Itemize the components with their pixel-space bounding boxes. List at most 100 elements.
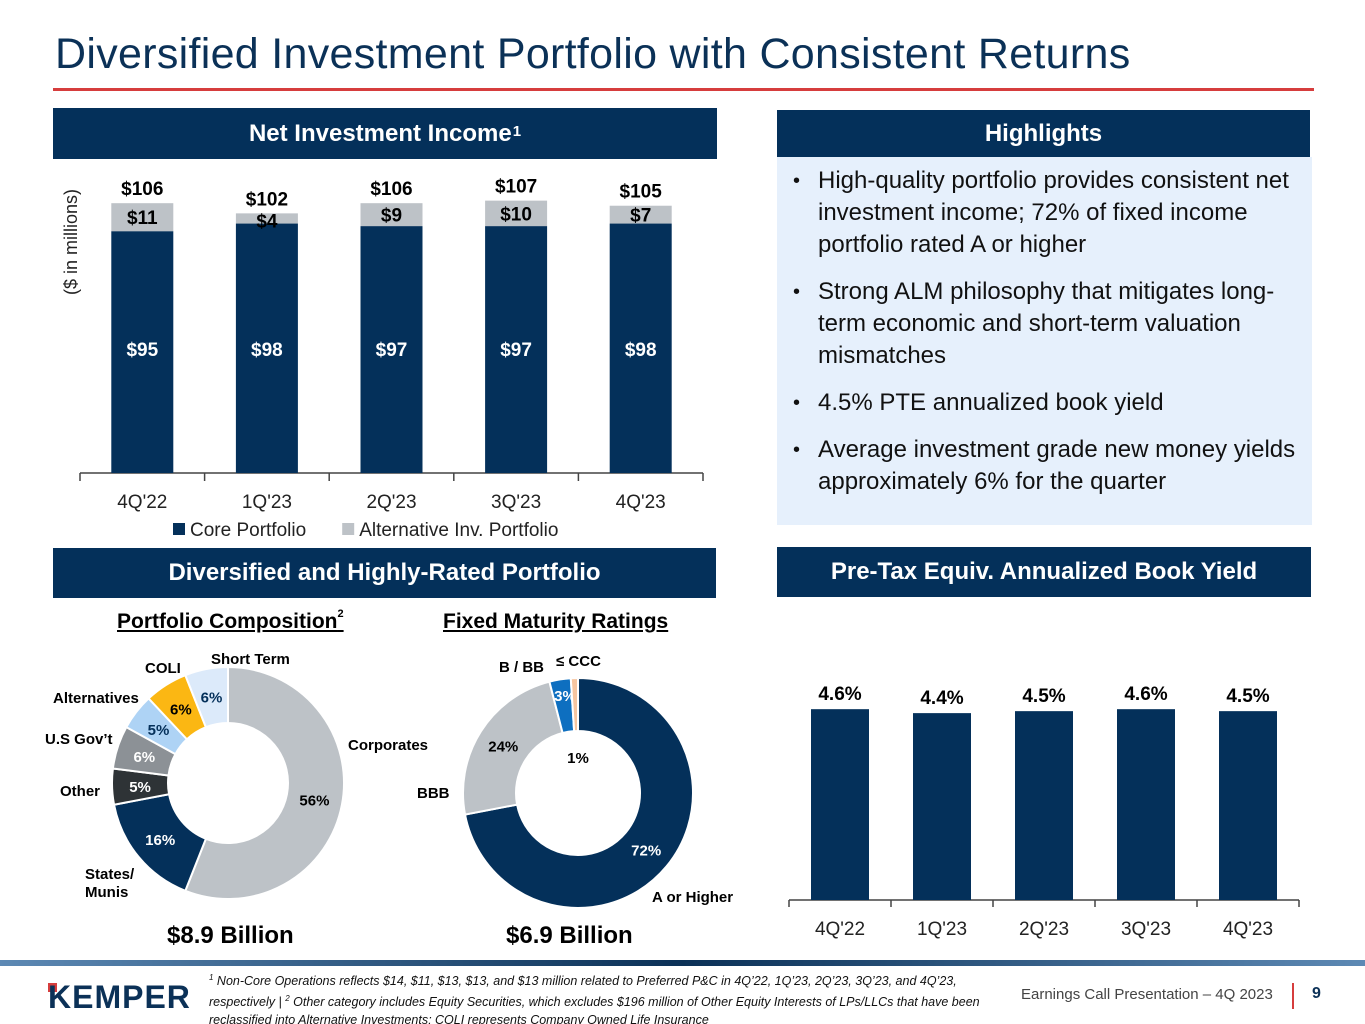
total-label: $102 <box>246 189 288 210</box>
footnote-ref: 1 <box>512 123 522 140</box>
data-label: $11 <box>127 208 158 229</box>
slice-value-label: 6% <box>170 702 192 719</box>
slice-value-label: 3% <box>554 688 576 705</box>
bar-alternative-portfolio <box>360 203 423 227</box>
highlight-text: Average investment grade new money yield… <box>818 436 1296 495</box>
data-label: $10 <box>500 204 532 225</box>
bar-core-portfolio <box>360 226 423 473</box>
slice-value-label: 5% <box>129 779 151 796</box>
slice-label-states-munis: States/ Munis <box>85 866 135 901</box>
bar-core-portfolio <box>609 223 672 473</box>
x-tick-label: 2Q'23 <box>1019 919 1069 940</box>
ratings-total: $6.9 Billion <box>506 922 633 949</box>
total-label: $106 <box>121 179 163 200</box>
highlights-header-text: Highlights <box>984 119 1103 147</box>
presentation-name: Earnings Call Presentation – 4Q 2023 <box>1021 986 1273 1003</box>
bar-alternative-portfolio <box>485 200 548 227</box>
y-axis-label: ($ in millions) <box>61 189 81 295</box>
legend-label: Core Portfolio <box>190 520 306 541</box>
donut-slice-short-term <box>183 665 229 729</box>
footnote-ref: 2 <box>337 608 344 620</box>
total-label: $105 <box>620 182 663 203</box>
total-label: $106 <box>370 179 412 200</box>
slice-label-bbb: BBB <box>417 785 450 802</box>
yield-value-label: 4.5% <box>1226 686 1269 707</box>
title-divider <box>53 88 1314 91</box>
footnote-2-marker: 2 <box>285 994 290 1004</box>
donut-slice-bbb <box>462 680 564 816</box>
yield-bar <box>1015 711 1073 900</box>
slice-label-corporates: Corporates <box>348 737 429 754</box>
slice-label-alternatives: Alternatives <box>53 690 139 707</box>
slice-value-label: 6% <box>201 690 223 707</box>
highlight-text: High-quality portfolio provides consiste… <box>818 167 1289 258</box>
yield-bar <box>811 709 869 900</box>
bar-core-portfolio <box>111 231 174 473</box>
composition-total: $8.9 Billion <box>167 922 294 949</box>
bar-core-portfolio <box>235 223 298 473</box>
highlight-text: Strong ALM philosophy that mitigates lon… <box>818 278 1275 369</box>
yield-value-label: 4.6% <box>1124 684 1167 705</box>
slice-value-label: 24% <box>488 739 518 756</box>
slice-value-label: 5% <box>148 722 170 739</box>
x-tick-label: 3Q'23 <box>491 492 541 513</box>
slice-label-coli: COLI <box>145 660 181 677</box>
composition-donut-chart: 56%16%5%6%5%6%6% <box>111 665 345 900</box>
yield-bar <box>1219 711 1277 900</box>
bar-core-portfolio <box>485 226 548 473</box>
yield-value-label: 4.5% <box>1022 686 1065 707</box>
yield-bar <box>913 713 971 900</box>
highlights-section-header: Highlights <box>777 110 1310 157</box>
yield-section-header: Pre-Tax Equiv. Annualized Book Yield <box>777 547 1311 597</box>
yield-value-label: 4.6% <box>818 684 861 705</box>
composition-title-text: Portfolio Composition <box>117 610 338 633</box>
slice-label-us-govt: U.S Gov’t <box>45 731 113 748</box>
nii-header-text: Net Investment Income <box>248 119 512 147</box>
footnote-1-marker: 1 <box>209 973 214 982</box>
logo-accent-icon <box>48 983 57 992</box>
footnote-1: Non-Core Operations reflects $14, $11, $… <box>209 974 957 1010</box>
slice-value-label: 1% <box>567 750 589 767</box>
book-yield-bar-chart: 4.6% 4Q'22 4.4% 1Q'23 4.5% 2Q'23 4.6% 3Q'23 4.5%… <box>788 684 1300 940</box>
nii-stacked-bar-chart: ($ in millions) $95 $11 $106 4Q'22 $98 $4$102 1… <box>61 177 704 541</box>
x-tick-label: 2Q'23 <box>366 492 416 513</box>
portfolio-section-header: Diversified and Highly-Rated Portfolio <box>53 548 716 598</box>
page-number: 9 <box>1312 985 1321 1002</box>
donut-slice-ccc <box>569 677 579 733</box>
x-tick-label: 3Q'23 <box>1121 919 1171 940</box>
bar-alternative-portfolio <box>235 213 298 224</box>
x-tick-label: 4Q'22 <box>815 919 865 940</box>
data-label: $98 <box>251 340 283 361</box>
highlight-text: 4.5% PTE annualized book yield <box>818 389 1164 416</box>
bullet-icon: • <box>793 439 801 461</box>
page-title: Diversified Investment Portfolio with Co… <box>55 30 1131 78</box>
slice-value-label: 56% <box>299 792 329 809</box>
slice-label-a-or-higher: A or Higher <box>652 889 734 906</box>
slice-value-label: 72% <box>631 842 661 859</box>
footer-divider <box>0 960 1365 966</box>
yield-bar <box>1117 709 1175 900</box>
slice-label-short-term: Short Term <box>211 651 290 668</box>
portfolio-header-text: Diversified and Highly-Rated Portfolio <box>168 559 601 586</box>
slice-label-b-bb: B / BB <box>499 659 544 676</box>
donut-slice-corporates <box>183 665 345 900</box>
highlight-item: • 4.5% PTE annualized book yield <box>793 387 1308 419</box>
legend-swatch <box>342 523 355 535</box>
data-label: $7 <box>630 206 651 227</box>
kemper-logo: KEMPER <box>48 979 190 1013</box>
x-tick-label: 4Q'23 <box>1223 919 1273 940</box>
data-label: $97 <box>376 340 408 361</box>
data-label: $97 <box>500 340 532 361</box>
slice-label-ccc: ≤ CCC <box>556 653 601 670</box>
x-tick-label: 1Q'23 <box>242 492 292 513</box>
slice-value-label: 6% <box>133 749 155 766</box>
data-label: $95 <box>126 340 158 361</box>
x-tick-label: 4Q'23 <box>616 492 666 513</box>
bar-alternative-portfolio <box>609 205 672 224</box>
highlight-item: • High-quality portfolio provides consist… <box>793 165 1308 261</box>
slice-value-label: 16% <box>145 832 175 849</box>
bullet-icon: • <box>793 281 801 303</box>
total-label: $107 <box>495 177 537 198</box>
legend-swatch <box>173 523 185 535</box>
x-tick-label: 1Q'23 <box>917 919 967 940</box>
